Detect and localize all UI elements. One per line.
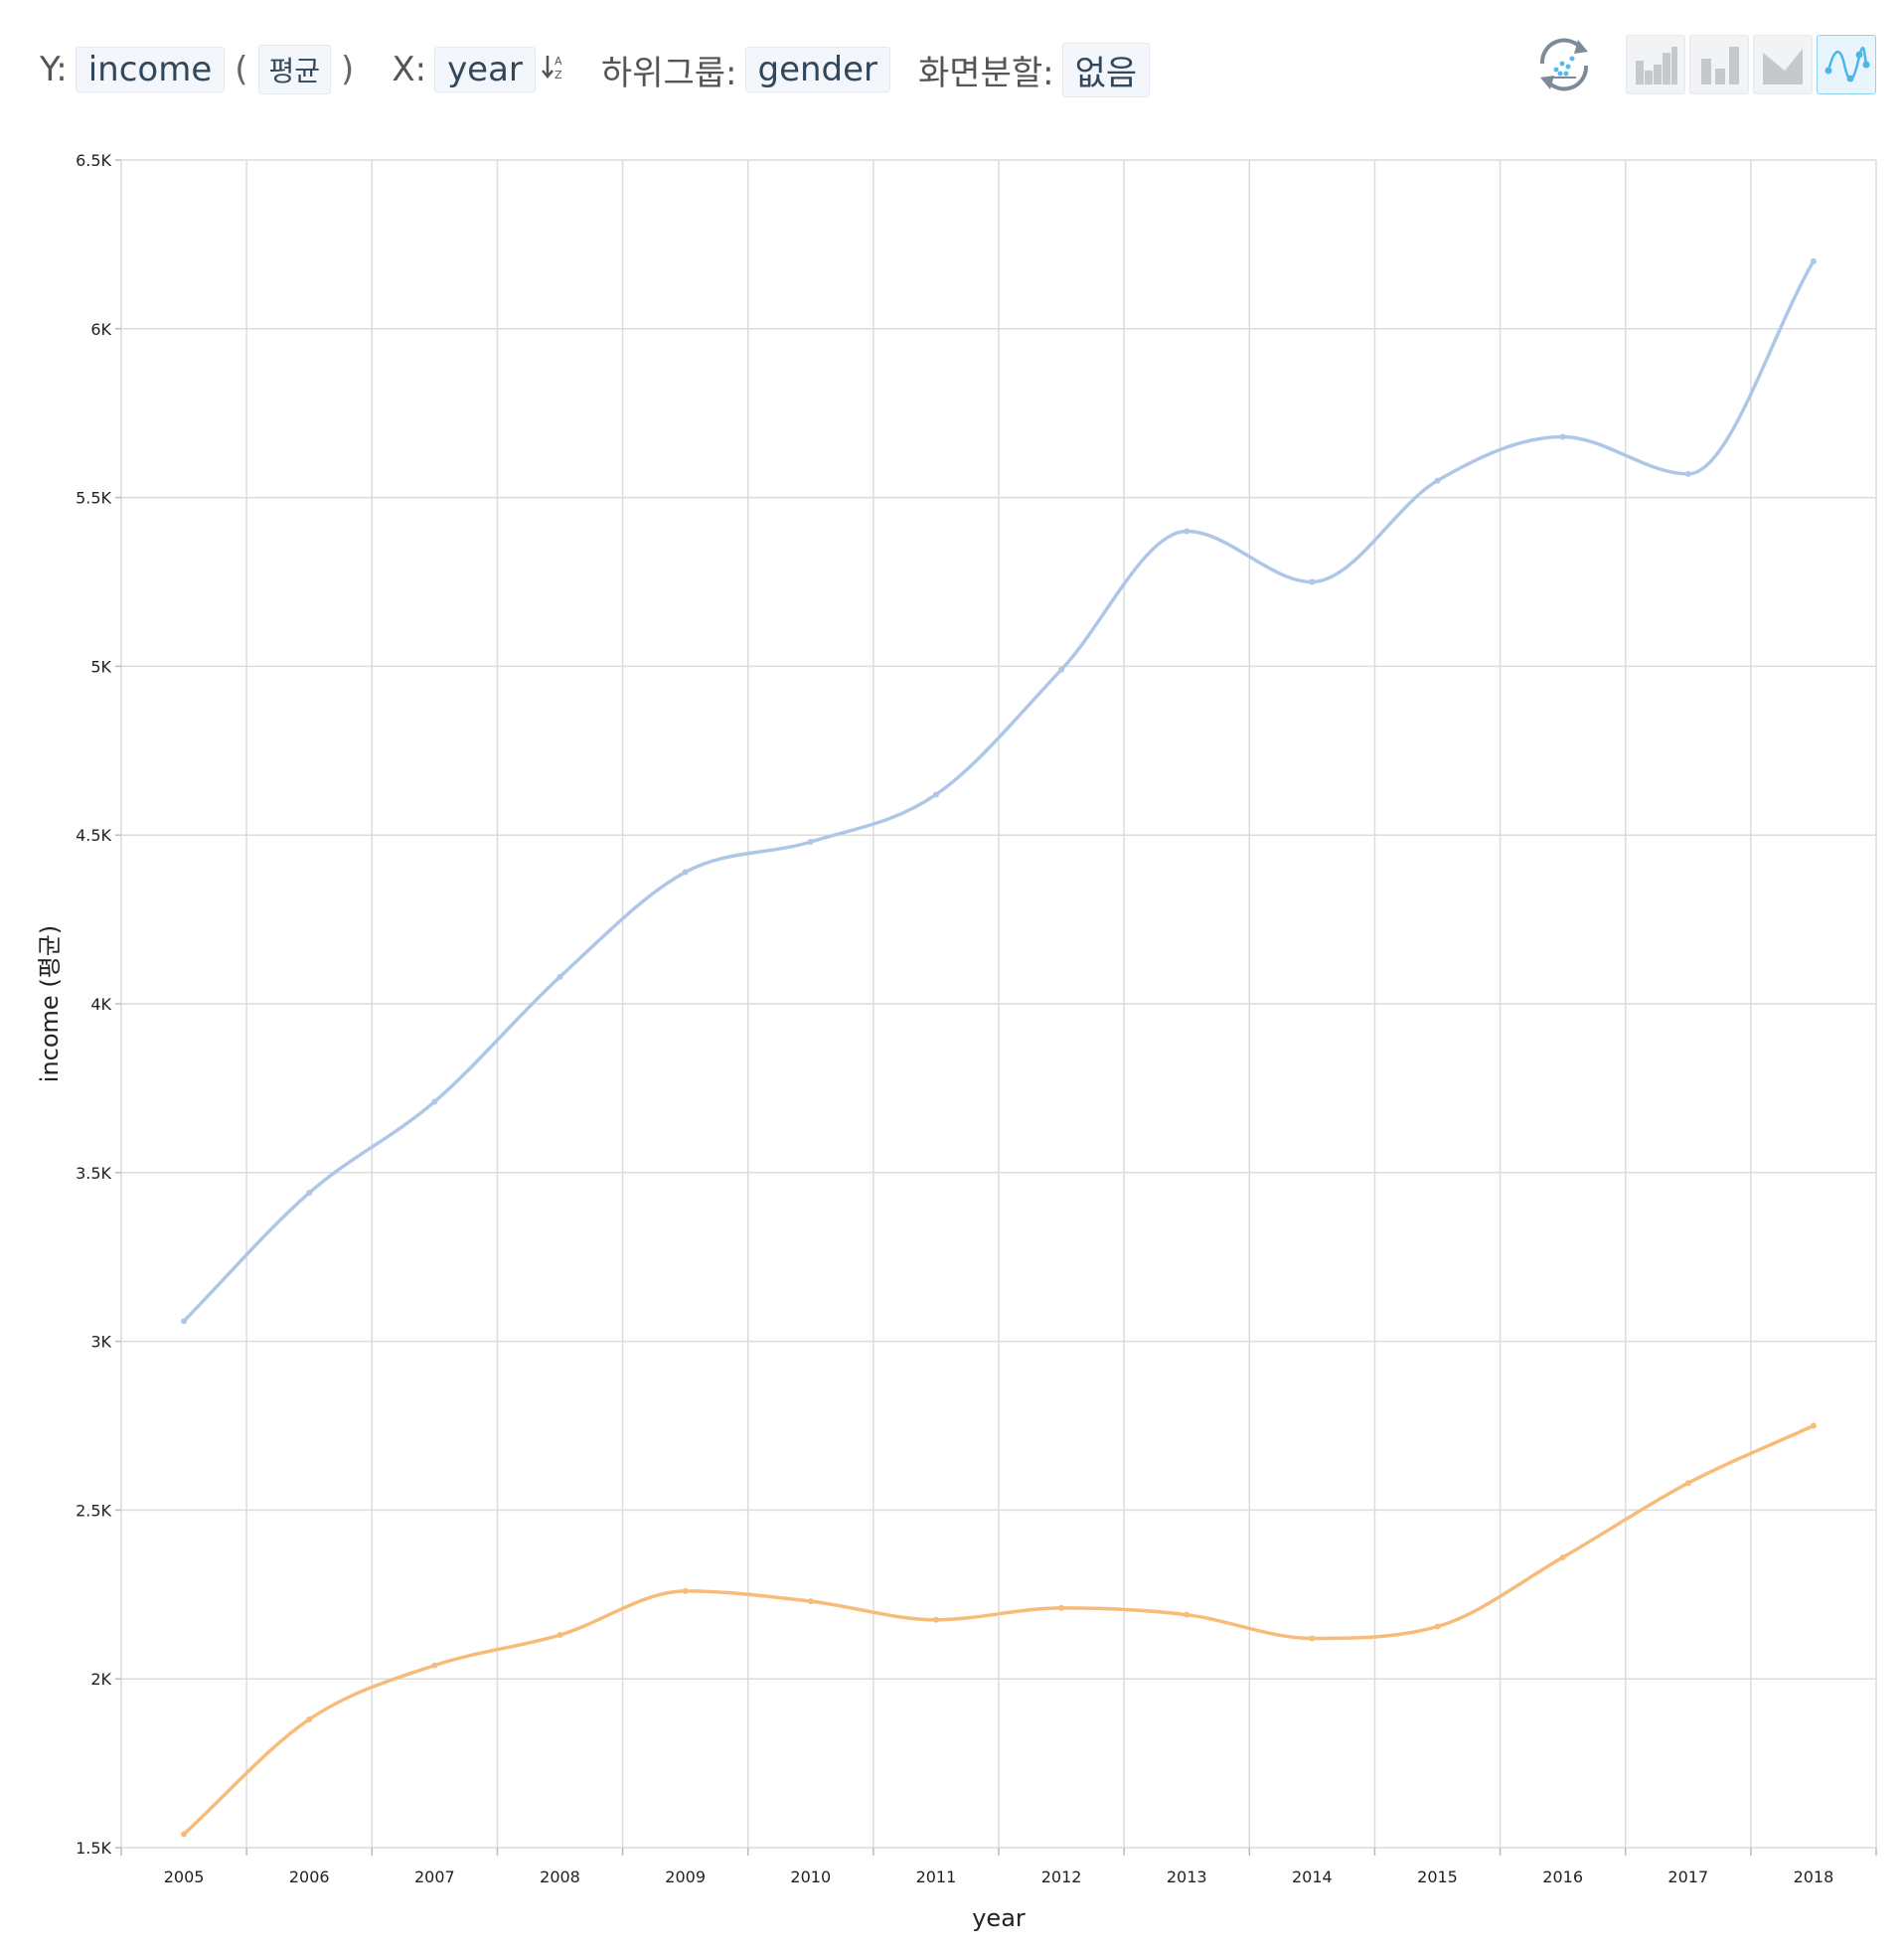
y-tick-label: 4K <box>90 995 111 1014</box>
x-axis: 2005 2006 2007 2008 2009 2010 2011 2012 2013 2014… <box>120 1848 1877 1886</box>
x-tick-label: 2018 <box>1794 1868 1834 1886</box>
data-point <box>431 1662 438 1669</box>
y-tick-label: 6.5K <box>76 151 111 170</box>
x-tick-label: 2016 <box>1542 1868 1583 1886</box>
data-point <box>682 869 689 876</box>
subgroup-label: 하위그룹: <box>600 53 737 93</box>
data-point <box>1559 433 1566 440</box>
y-tick-label: 5.5K <box>76 489 111 508</box>
y-tick-label: 5K <box>90 657 111 676</box>
data-point <box>1559 1553 1566 1560</box>
sort-az-icon[interactable]: A Z <box>541 52 565 87</box>
aggregate-paren-open: ( <box>235 50 248 89</box>
y-axis-title: income (평균) <box>36 925 64 1082</box>
data-point <box>932 1616 939 1623</box>
data-point <box>431 1098 438 1105</box>
data-point <box>1058 666 1065 673</box>
data-point <box>807 1598 814 1605</box>
x-tick-label: 2008 <box>540 1868 580 1886</box>
data-point <box>1810 257 1817 264</box>
x-tick-label: 2017 <box>1667 1868 1708 1886</box>
x-tick-label: 2010 <box>790 1868 831 1886</box>
data-point <box>1434 477 1441 484</box>
split-label: 화면분할: <box>918 53 1054 93</box>
data-point <box>1184 1611 1190 1618</box>
data-point <box>1684 1480 1691 1487</box>
y-label: Y: <box>40 50 68 89</box>
data-point <box>1058 1604 1065 1611</box>
x-tick-label: 2009 <box>665 1868 706 1886</box>
histogram-icon[interactable] <box>1626 35 1685 94</box>
y-field-selector[interactable]: income <box>75 47 226 92</box>
data-point <box>181 1831 188 1838</box>
data-point <box>1434 1623 1441 1630</box>
encoding-toolbar: Y: income ( 평균 ) X: year A Z 하위그룹: gende… <box>40 42 1151 97</box>
data-point <box>1684 470 1691 477</box>
data-point <box>932 791 939 798</box>
y-tick-label: 1.5K <box>76 1839 111 1858</box>
split-selector[interactable]: 없음 <box>1061 42 1151 97</box>
y-tick-label: 3.5K <box>76 1164 111 1183</box>
x-tick-label: 2014 <box>1292 1868 1333 1886</box>
x-tick-label: 2007 <box>414 1868 455 1886</box>
x-tick-label: 2005 <box>164 1868 205 1886</box>
refresh-icon[interactable] <box>1532 34 1596 95</box>
y-axis: 1.5K 2K 2.5K 3K 3.5K 4K 4.5K 5K 5.5K 6K 6.5K <box>76 151 121 1858</box>
data-point <box>1309 578 1316 585</box>
data-point <box>556 973 563 980</box>
y-tick-label: 2K <box>90 1670 111 1689</box>
x-field-selector[interactable]: year <box>434 47 536 92</box>
data-point <box>1184 528 1190 535</box>
x-tick-label: 2015 <box>1417 1868 1458 1886</box>
data-point <box>1309 1635 1316 1642</box>
x-axis-title: year <box>972 1904 1026 1932</box>
bar-chart-icon[interactable] <box>1689 35 1749 94</box>
y-tick-label: 2.5K <box>76 1501 111 1520</box>
svg-text:Z: Z <box>555 69 562 81</box>
data-point <box>181 1318 188 1325</box>
data-point <box>306 1190 313 1197</box>
grid <box>120 159 1877 1849</box>
x-tick-label: 2012 <box>1041 1868 1082 1886</box>
y-tick-label: 3K <box>90 1333 111 1352</box>
x-tick-label: 2006 <box>289 1868 330 1886</box>
subgroup-selector[interactable]: gender <box>744 47 891 92</box>
aggregate-paren-close: ) <box>341 50 355 89</box>
svg-text:A: A <box>555 55 562 68</box>
data-point <box>556 1632 563 1639</box>
data-point <box>807 838 814 845</box>
y-tick-label: 4.5K <box>76 826 111 845</box>
y-tick-label: 6K <box>90 320 111 339</box>
data-point <box>306 1715 313 1722</box>
aggregate-selector[interactable]: 평균 <box>257 45 332 94</box>
line-chart-icon[interactable] <box>1817 35 1876 94</box>
chart-type-buttons <box>1532 34 1876 95</box>
data-point <box>1810 1422 1817 1429</box>
data-point <box>682 1587 689 1594</box>
area-chart-icon[interactable] <box>1753 35 1813 94</box>
x-label: X: <box>392 50 427 89</box>
x-tick-label: 2013 <box>1167 1868 1207 1886</box>
series <box>181 257 1817 1838</box>
x-tick-label: 2011 <box>916 1868 957 1886</box>
